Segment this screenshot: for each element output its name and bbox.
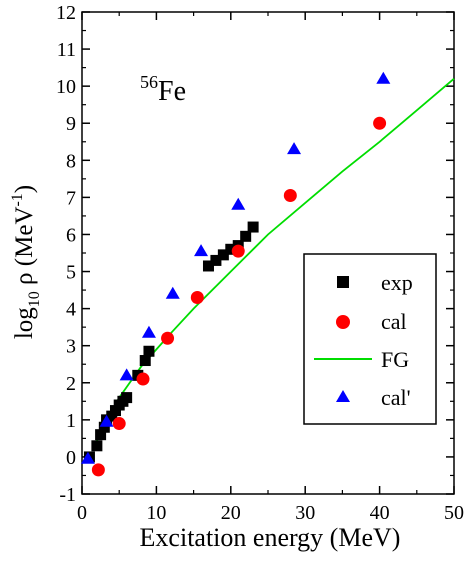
exp-point [210, 254, 222, 266]
legend-exp-marker [337, 276, 349, 288]
exp-point [91, 440, 103, 452]
cal-point [91, 463, 105, 477]
exp-point [143, 345, 155, 357]
y-label-sup: -1 [9, 193, 26, 206]
y-label-log: log [11, 307, 38, 339]
cal-prime-point [99, 414, 114, 427]
y-tick-label: 11 [57, 39, 76, 61]
legend-calprime-label: cal' [381, 385, 411, 410]
cal-prime-point [194, 244, 209, 257]
exp-point [98, 421, 110, 433]
legend: exp cal FG cal' [303, 253, 437, 425]
exp-point [106, 410, 118, 422]
x-tick-label: 50 [444, 502, 464, 524]
cal-prime-point [80, 451, 95, 464]
cal-point [112, 417, 126, 431]
exp-point [202, 260, 214, 272]
y-tick-label: 9 [66, 113, 76, 135]
cal-point [161, 331, 175, 345]
cal-point [190, 290, 204, 304]
nuclide-annotation: 56Fe [140, 72, 186, 107]
exp-point [95, 429, 107, 441]
cal-point [136, 372, 150, 386]
y-label-rho: ρ (MeV [11, 207, 38, 292]
exp-point [109, 405, 121, 417]
y-tick-label: 7 [66, 187, 76, 209]
y-label-close: ) [11, 185, 38, 193]
y-tick-label: 4 [66, 299, 76, 321]
cal-prime-point [231, 197, 246, 210]
legend-cal-label: cal [381, 309, 407, 334]
nuclide-symbol: Fe [158, 76, 186, 107]
y-tick-label: 10 [56, 76, 76, 98]
exp-point [139, 355, 151, 367]
y-tick-label: 1 [66, 410, 76, 432]
exp-point [225, 243, 237, 255]
x-tick-label: 0 [77, 502, 87, 524]
y-tick-label: 3 [66, 336, 76, 358]
x-tick-label: 20 [221, 502, 241, 524]
cal-prime-point [119, 368, 134, 381]
nuclide-mass-number: 56 [140, 72, 158, 92]
cal-prime-point [165, 286, 180, 299]
x-tick-label: 30 [295, 502, 315, 524]
cal-prime-point [376, 71, 391, 84]
legend-box [303, 253, 437, 425]
y-axis-label: log10 ρ (MeV-1) [9, 185, 43, 339]
exp-point [217, 249, 229, 261]
x-tick-label: 40 [370, 502, 390, 524]
legend-exp-label: exp [381, 270, 413, 295]
legend-calprime-marker [336, 390, 350, 402]
y-tick-label: 6 [66, 224, 76, 246]
cal-prime-point [141, 325, 156, 338]
cal-point [283, 189, 297, 203]
legend-cal-marker [336, 315, 350, 329]
x-tick-label: 10 [146, 502, 166, 524]
exp-point [121, 392, 133, 404]
y-tick-label: 5 [66, 262, 76, 284]
y-label-sub: 10 [26, 291, 43, 307]
marker-layer [80, 71, 391, 477]
cal-point [373, 116, 387, 130]
y-tick-label: 0 [66, 447, 76, 469]
exp-point [247, 221, 259, 233]
y-tick-label: 2 [66, 373, 76, 395]
x-axis-label: Excitation energy (MeV) [140, 523, 401, 552]
cal-point [231, 244, 245, 258]
y-tick-label: 12 [56, 2, 76, 24]
exp-point [240, 230, 252, 242]
legend-fg-label: FG [381, 347, 409, 372]
y-tick-label: -1 [59, 484, 76, 506]
cal-prime-point [287, 142, 302, 155]
y-tick-label: 8 [66, 150, 76, 172]
